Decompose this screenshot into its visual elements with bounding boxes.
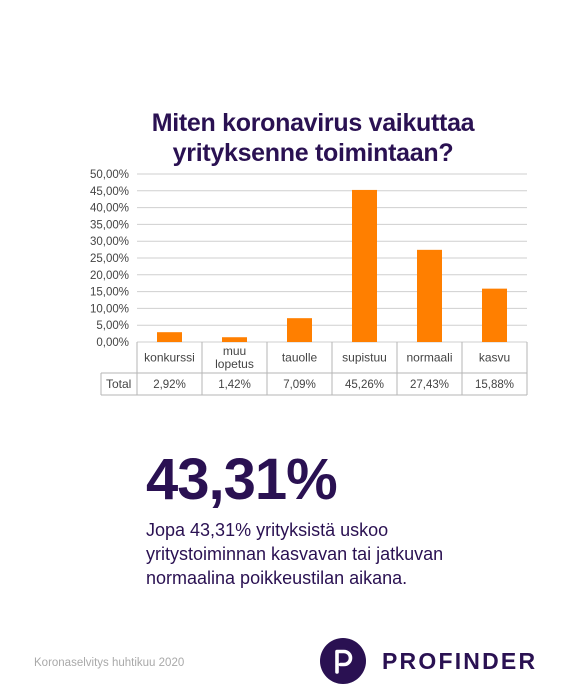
bar: [352, 189, 377, 342]
y-tick-label: 5,00%: [96, 320, 129, 332]
y-tick-label: 25,00%: [90, 253, 129, 265]
highlight-value: 43,31%: [146, 447, 338, 512]
category-label: tauolle: [282, 351, 318, 365]
category-label: supistuu: [342, 351, 387, 365]
data-label: 2,92%: [153, 379, 186, 391]
y-tick-label: 20,00%: [90, 270, 129, 282]
bar: [287, 318, 312, 342]
bar: [222, 337, 247, 342]
y-tick-label: 30,00%: [90, 236, 129, 248]
chart-title: Miten koronavirus vaikuttaa yrityksenne …: [0, 108, 576, 168]
category-label: muu: [223, 344, 246, 358]
y-tick-label: 45,00%: [90, 186, 129, 198]
brand-name: PROFINDER: [382, 647, 538, 674]
y-tick-label: 10,00%: [90, 303, 129, 315]
chart-title-line-2: yrityksenne toimintaan?: [172, 139, 454, 167]
y-tick-label: 15,00%: [90, 287, 129, 299]
y-tick-label: 50,00%: [90, 169, 129, 181]
y-tick-label: 40,00%: [90, 203, 129, 215]
bar: [482, 288, 507, 342]
y-tick-label: 35,00%: [90, 219, 129, 231]
data-label: 1,42%: [218, 379, 251, 391]
data-label: 15,88%: [475, 379, 514, 391]
category-label: lopetus: [215, 357, 254, 371]
profinder-p-logo-icon: [320, 638, 366, 684]
category-label: konkurssi: [144, 351, 195, 365]
footer-note: Koronaselvitys huhtikuu 2020: [34, 657, 185, 669]
bar: [157, 332, 182, 342]
brand: PROFINDER: [320, 636, 537, 686]
data-label: 7,09%: [283, 379, 316, 391]
category-label: normaali: [406, 351, 452, 365]
series-name-total: Total: [106, 377, 131, 391]
chart-title-line-1: Miten koronavirus vaikuttaa: [151, 109, 475, 137]
y-tick-label: 0,00%: [96, 337, 129, 349]
data-label: 45,26%: [345, 379, 384, 391]
category-label: kasvu: [479, 351, 510, 365]
bar: [417, 249, 442, 342]
highlight-text: Jopa 43,31% yrityksistä uskoo yritystoim…: [146, 520, 444, 588]
data-label: 27,43%: [410, 379, 449, 391]
bar-chart: 0,00% 5,00% 10,00% 15,00% 20,00% 25,00% 30,00%…: [90, 169, 528, 396]
